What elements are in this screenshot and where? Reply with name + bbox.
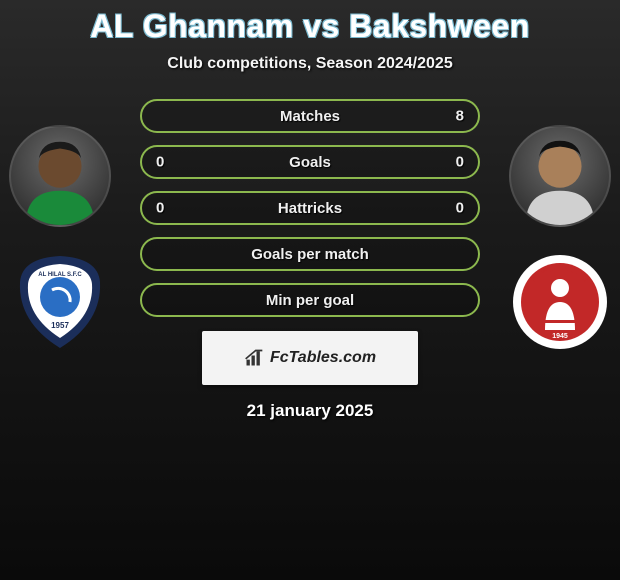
stat-right-value: 8 — [456, 108, 464, 125]
date-label: 21 january 2025 — [0, 401, 620, 421]
brand-label: FcTables.com — [270, 349, 376, 367]
page-title: AL Ghannam vs Bakshween — [0, 8, 620, 45]
club-right-badge: AL WEHDA CLUB 1945 — [510, 252, 610, 352]
brand-box[interactable]: FcTables.com — [202, 331, 418, 385]
stat-left-value: 0 — [156, 200, 164, 217]
subtitle: Club competitions, Season 2024/2025 — [0, 55, 620, 73]
stat-label: Min per goal — [266, 292, 354, 309]
stat-row-goals-per-match: Goals per match — [140, 237, 480, 271]
player-right-silhouette — [511, 127, 609, 225]
stat-label: Hattricks — [278, 200, 342, 217]
stat-row-hattricks: 0 Hattricks 0 — [140, 191, 480, 225]
stat-label: Matches — [280, 108, 340, 125]
stat-right-value: 0 — [456, 200, 464, 217]
player-right-head — [538, 145, 581, 188]
club-right-year: 1945 — [552, 333, 568, 340]
player-right-portrait — [509, 125, 611, 227]
stat-label: Goals — [289, 154, 331, 171]
player-left-portrait — [9, 125, 111, 227]
stat-row-min-per-goal: Min per goal — [140, 283, 480, 317]
club-right-crest-icon: AL WEHDA CLUB 1945 — [510, 252, 610, 352]
comparison-card: AL Ghannam vs Bakshween Club competition… — [0, 0, 620, 421]
stat-row-matches: Matches 8 — [140, 99, 480, 133]
club-left-badge: AL HILAL S.F.C 1957 — [10, 252, 110, 352]
club-left-year: 1957 — [51, 321, 69, 330]
stat-right-value: 0 — [456, 154, 464, 171]
stats-list: Matches 8 0 Goals 0 0 Hattricks 0 Goals … — [140, 99, 480, 317]
stat-label: Goals per match — [251, 246, 369, 263]
player-left-silhouette — [11, 127, 109, 225]
player-right-jersey — [526, 191, 595, 225]
bar-chart-icon — [244, 348, 264, 368]
club-left-name: AL HILAL S.F.C — [38, 272, 82, 278]
stat-left-value: 0 — [156, 154, 164, 171]
club-left-crest-icon: AL HILAL S.F.C 1957 — [10, 252, 110, 352]
stat-row-goals: 0 Goals 0 — [140, 145, 480, 179]
player-left-jersey — [26, 191, 95, 225]
